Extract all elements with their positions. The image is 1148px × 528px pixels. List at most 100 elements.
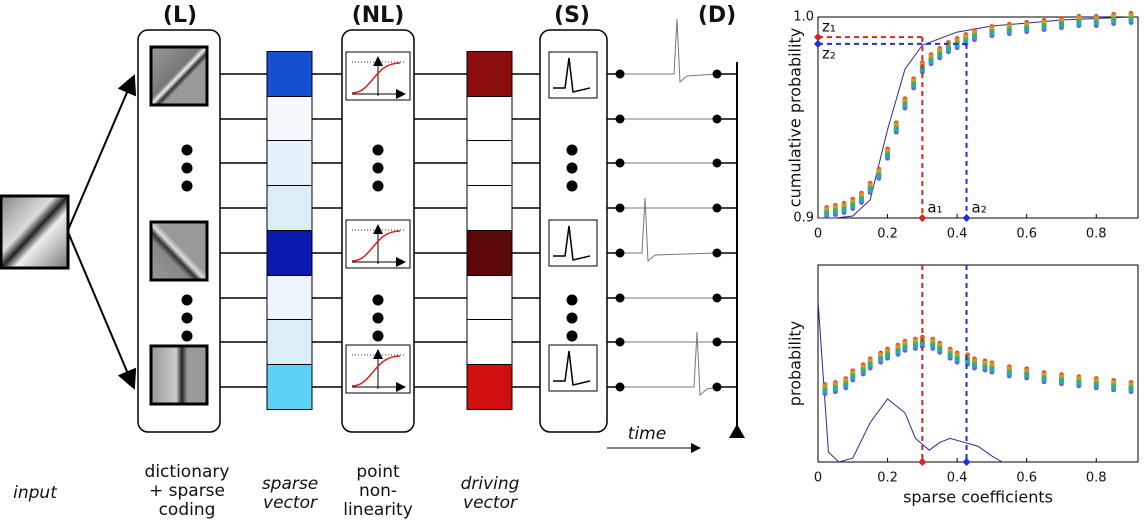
node <box>615 337 625 347</box>
guide-marker <box>918 214 927 222</box>
ellipsis-dot <box>372 162 384 174</box>
icon-spike <box>553 225 591 261</box>
point-cluster <box>1128 11 1134 26</box>
point-cluster <box>1076 14 1082 29</box>
x-tick-label: 0 <box>814 471 822 486</box>
ellipsis-dot <box>181 330 193 342</box>
membrane-trace <box>620 18 718 84</box>
point-cluster <box>972 356 978 371</box>
point-cluster <box>989 24 995 39</box>
point-cluster <box>1024 366 1030 381</box>
point-cluster <box>867 180 873 195</box>
soma <box>729 424 745 438</box>
sigmoid-icon <box>345 344 411 394</box>
sparse-cell <box>266 230 313 276</box>
node <box>615 114 625 124</box>
spike-icon <box>548 344 598 392</box>
point-cluster <box>885 346 891 361</box>
point-cluster <box>911 76 917 91</box>
sparse-cell <box>266 319 313 365</box>
guide-label: a₂ <box>972 199 987 217</box>
node <box>615 293 625 303</box>
point-cluster <box>832 380 838 395</box>
point-cluster <box>1093 14 1099 29</box>
ellipsis-dot <box>372 180 384 192</box>
caption: dictionary <box>145 462 230 482</box>
y-axis-label: probability <box>786 321 805 406</box>
caption: input <box>13 483 58 503</box>
point-cluster <box>912 336 918 351</box>
input-patch <box>0 194 70 270</box>
point-cluster <box>1024 20 1030 35</box>
driving-cell <box>466 185 513 231</box>
sparse-cell <box>266 140 313 186</box>
node <box>712 203 722 213</box>
point-cluster <box>867 356 873 371</box>
point-cluster <box>1006 22 1012 37</box>
node <box>615 382 625 392</box>
point-cluster <box>930 336 936 351</box>
point-cluster <box>824 204 830 219</box>
point-cluster <box>876 166 882 181</box>
guide-marker <box>814 33 822 42</box>
node <box>615 158 625 168</box>
membrane-trace <box>620 197 718 263</box>
point-cluster <box>1058 372 1064 387</box>
x-tick-label: 0 <box>814 227 822 242</box>
node <box>712 293 722 303</box>
guide-label: z₁ <box>822 18 836 36</box>
caption: driving <box>461 474 520 494</box>
point-cluster <box>1041 18 1047 33</box>
caption: non- <box>359 481 397 501</box>
point-cluster <box>860 362 866 377</box>
point-cluster <box>1093 376 1099 391</box>
sigmoid-icon <box>345 219 411 269</box>
x-axis-label: sparse coefficients <box>903 488 1053 507</box>
spike-icon <box>548 219 598 267</box>
point-cluster <box>937 340 943 355</box>
ellipsis-dot <box>372 312 384 324</box>
point-cluster <box>928 52 934 67</box>
guide-label: z₂ <box>822 44 836 62</box>
node <box>712 114 722 124</box>
stage-header: (S) <box>554 3 590 28</box>
caption: + sparse <box>149 481 225 501</box>
point-cluster <box>1041 370 1047 385</box>
ellipsis-dot <box>181 312 193 324</box>
chart: 0 0.2 0.4 0.6 0.8 0.9 1.0 cumulative probabilit… <box>786 10 1139 242</box>
spike-icon <box>548 51 598 99</box>
caption: vector <box>463 493 518 513</box>
line <box>817 300 1003 463</box>
arrow <box>67 231 137 390</box>
plot-frame <box>817 264 1139 463</box>
caption: coding <box>159 500 216 520</box>
point-cluster <box>1111 12 1117 27</box>
icon-curve <box>351 62 401 94</box>
point-cluster <box>1006 364 1012 379</box>
x-tick-label: 0.4 <box>947 471 968 486</box>
atom-patch <box>149 45 209 107</box>
point-cluster <box>937 46 943 61</box>
ellipsis-dot <box>566 330 578 342</box>
x-tick-label: 0.8 <box>1086 471 1107 486</box>
caption: sparse <box>262 474 318 494</box>
stage-header: (L) <box>163 3 197 28</box>
stage-header: (NL) <box>352 3 405 28</box>
node <box>712 158 722 168</box>
caption: vector <box>263 493 318 513</box>
atom-patch <box>149 220 209 282</box>
connections <box>220 18 737 397</box>
icon-curve <box>351 355 401 387</box>
node <box>712 248 722 258</box>
icon-frame <box>548 219 598 267</box>
point-cluster <box>1128 380 1134 395</box>
atom-patch <box>149 344 209 406</box>
node <box>712 382 722 392</box>
ellipsis-dot <box>181 162 193 174</box>
line <box>818 16 1132 219</box>
y-tick-label: 0.9 <box>793 211 814 226</box>
x-tick-label: 0.6 <box>1016 471 1037 486</box>
node <box>712 69 722 79</box>
point-cluster <box>954 350 960 365</box>
point-cluster <box>858 190 864 205</box>
